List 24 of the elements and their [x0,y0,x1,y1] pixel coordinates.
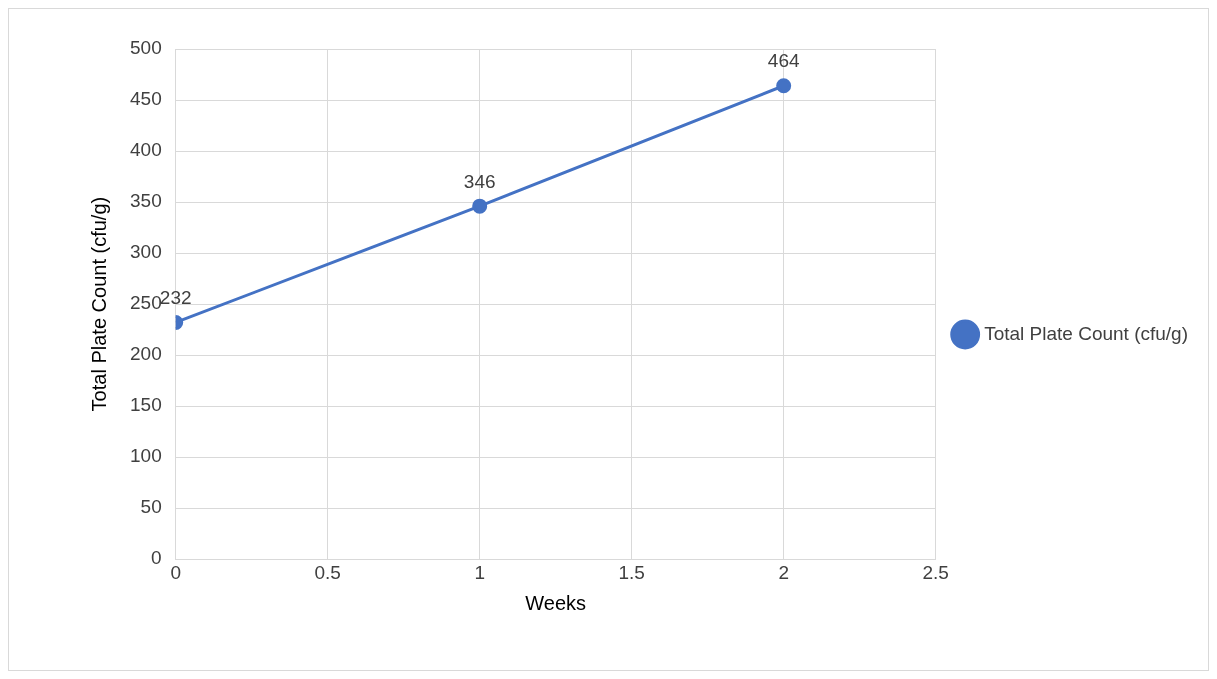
y-tick-label: 400 [130,139,162,161]
y-tick-label: 300 [130,241,162,263]
x-tick-label: 1 [474,561,485,583]
legend-label: Total Plate Count (cfu/g) [984,322,1188,344]
x-tick-label: 2.5 [922,561,949,583]
x-tick-label: 0 [170,561,181,583]
data-label: 464 [767,50,800,72]
x-tick-label: 0.5 [314,561,341,583]
point [472,198,488,214]
y-tick-label: 250 [130,292,162,314]
x-tick-label: 2 [778,561,789,583]
y-tick-label: 450 [130,88,162,110]
x-tick-label: 1.5 [618,561,645,583]
y-tick-label: 500 [130,37,162,59]
y-tick-label: 350 [130,190,162,212]
y-tick-label: 150 [130,394,162,416]
y-axis-title: Total Plate Count (cfu/g) [87,196,110,412]
y-tick-label: 100 [130,445,162,467]
y-tick-label: 50 [140,496,162,518]
y-tick-label: 200 [130,343,162,365]
x-axis-title: Weeks [525,591,587,614]
data-label: 346 [463,170,496,192]
point [776,78,792,94]
y-tick-label: 0 [151,547,162,569]
